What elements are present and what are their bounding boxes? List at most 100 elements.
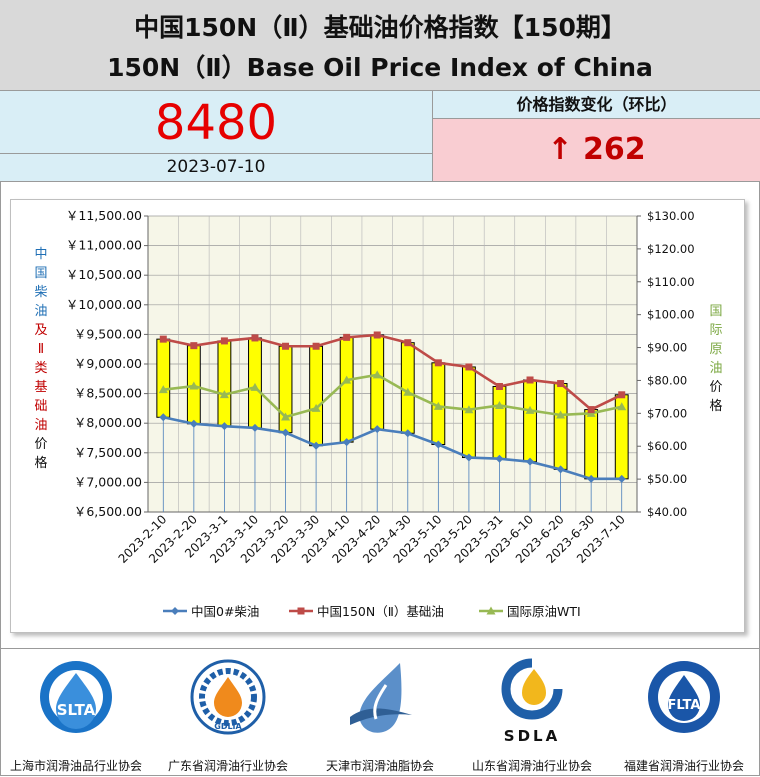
diesel-point	[220, 422, 229, 431]
axis-label-char: 柴	[34, 285, 48, 300]
association-logos: SLTA 上海市润滑油品行业协会 GDLIA 广东省润滑油行业协会 天津市润滑油…	[0, 648, 760, 777]
base-oil-point	[190, 342, 198, 350]
axis-label-char: 类	[34, 361, 48, 376]
svg-text:SLTA: SLTA	[57, 701, 96, 719]
slta-emblem-icon: SLTA	[40, 661, 112, 733]
wti-point	[311, 403, 321, 412]
right-tick-label: $50.00	[647, 472, 687, 486]
left-tick-label: ￥8,000.00	[74, 415, 142, 430]
tianjin-drop-icon	[350, 663, 412, 733]
axis-label-char: 及	[34, 323, 48, 338]
chart-card: ￥11,500.00 ￥11,000.00 ￥10,500.00 ￥10,000.00…	[10, 199, 745, 633]
left-tick-label: ￥9,000.00	[74, 356, 142, 371]
title-english: 150N（Ⅱ）Base Oil Price Index of China	[107, 53, 653, 82]
gdlia-emblem-icon: GDLIA	[190, 659, 266, 735]
axis-label-char: Ⅱ	[37, 342, 45, 357]
change-label: 价格指数变化（环比）	[516, 95, 677, 114]
left-tick-label: ￥9,500.00	[74, 326, 142, 341]
base-oil-point	[373, 331, 381, 339]
index-value: 8480	[154, 95, 278, 151]
logo-gdlia: GDLIA 广东省润滑油行业协会	[152, 649, 304, 777]
index-value-panel: 8480 2023-07-10	[0, 91, 433, 182]
right-tick-label: $60.00	[647, 439, 687, 453]
wti-point	[494, 400, 504, 409]
legend-label: 中国150N（Ⅱ）基础油	[317, 604, 444, 619]
wti-point	[617, 402, 627, 411]
legend-label: 中国0#柴油	[191, 604, 259, 619]
wti-point	[189, 381, 199, 390]
spread-bar	[492, 385, 507, 460]
right-tick-label: $120.00	[647, 242, 695, 256]
diesel-point	[373, 425, 382, 434]
left-tick-label: ￥8,500.00	[74, 386, 142, 401]
diesel-point	[434, 440, 443, 449]
title-banner: 中国150N（Ⅱ）基础油价格指数【150期】 150N（Ⅱ）Base Oil P…	[0, 0, 760, 91]
axis-label-char: 格	[709, 399, 723, 414]
divider	[0, 153, 432, 154]
axis-label-char: 础	[34, 399, 48, 414]
sdla-emblem-icon: SDLA	[501, 658, 563, 745]
left-tick-label: ￥10,500.00	[66, 267, 142, 282]
base-oil-point	[282, 342, 290, 350]
wti-point	[556, 410, 566, 419]
right-tick-label: $70.00	[647, 406, 687, 420]
base-oil-point	[495, 382, 503, 390]
right-tick-label: $110.00	[647, 275, 695, 289]
axis-label-char: 油	[34, 418, 48, 433]
axis-label-char: 油	[709, 361, 723, 376]
diesel-point	[526, 457, 535, 466]
series-line-wti	[163, 373, 622, 419]
wti-point	[372, 370, 382, 379]
svg-text:GDLIA: GDLIA	[214, 722, 242, 731]
left-tick-label: ￥11,000.00	[66, 238, 142, 253]
left-tick-label: ￥10,000.00	[66, 297, 142, 312]
axis-label-char: 油	[34, 304, 48, 319]
legend-label: 国际原油WTI	[507, 604, 581, 619]
diesel-point	[250, 423, 259, 432]
logo-flta: FLTA 福建省润滑油行业协会	[608, 649, 760, 777]
logo-slta: SLTA 上海市润滑油品行业协会	[0, 649, 152, 777]
index-date: 2023-07-10	[166, 157, 266, 177]
left-tick-label: ￥7,000.00	[74, 474, 142, 489]
left-tick-label: ￥6,500.00	[74, 504, 142, 519]
svg-text:FLTA: FLTA	[668, 698, 701, 713]
logo-caption: 上海市润滑油品行业协会	[9, 759, 142, 773]
right-tick-label: $130.00	[647, 209, 695, 223]
spread-bar	[156, 338, 171, 418]
axis-label-char: 格	[34, 456, 48, 471]
base-oil-point	[312, 342, 320, 350]
axis-label-char: 中	[34, 247, 48, 262]
title-chinese: 中国150N（Ⅱ）基础油价格指数【150期】	[134, 13, 626, 42]
legend-marker	[297, 607, 305, 615]
base-oil-point	[526, 376, 534, 384]
wti-point	[250, 382, 260, 391]
diesel-point	[403, 429, 412, 438]
right-tick-label: $40.00	[647, 505, 687, 519]
diesel-point	[342, 438, 351, 447]
logo-caption: 天津市润滑油脂协会	[325, 759, 434, 773]
flta-emblem-icon: FLTA	[648, 661, 720, 733]
spread-bar	[309, 345, 324, 447]
spread-bar	[339, 336, 354, 443]
price-chart: ￥11,500.00 ￥11,000.00 ￥10,500.00 ￥10,000.00…	[66, 208, 695, 619]
legend-marker	[486, 606, 496, 615]
diesel-point	[464, 453, 473, 462]
series-line-base-oil	[163, 333, 623, 412]
base-oil-point	[557, 380, 565, 388]
logo-caption: 山东省润滑油行业协会	[471, 759, 592, 773]
base-oil-point	[159, 335, 167, 343]
base-oil-point	[220, 337, 228, 345]
logo-sdla: SDLA 山东省润滑油行业协会	[456, 649, 608, 777]
diesel-point	[556, 465, 565, 474]
change-value: ↑ 262	[547, 132, 646, 167]
diesel-point	[617, 474, 626, 483]
diesel-point	[189, 419, 198, 428]
change-value-panel: ↑ 262	[433, 119, 760, 182]
axis-label-char: 国	[709, 304, 723, 319]
logo-caption: 广东省润滑油行业协会	[167, 759, 288, 773]
right-tick-label: $90.00	[647, 341, 687, 355]
wti-point	[342, 375, 352, 384]
spread-bar	[553, 383, 568, 470]
base-oil-point	[465, 363, 473, 371]
diesel-point	[159, 413, 168, 422]
